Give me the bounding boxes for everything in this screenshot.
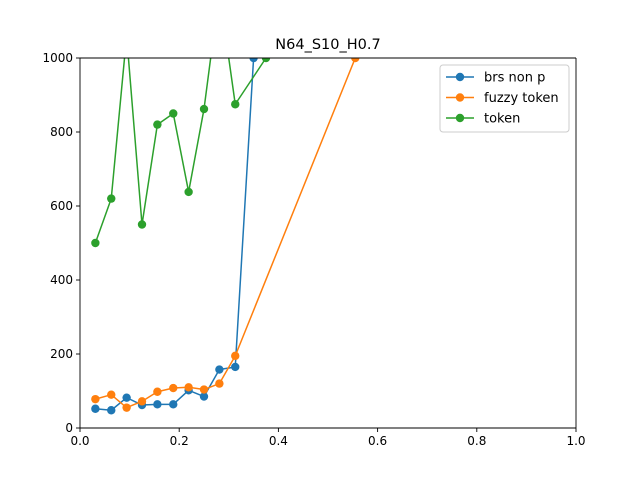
- legend-item: fuzzy token: [446, 91, 559, 106]
- legend-item: brs non p: [446, 71, 545, 86]
- data-point: [107, 406, 116, 415]
- chart-title: N64_S10_H0.7: [275, 37, 380, 53]
- y-tick-label: 600: [50, 199, 73, 213]
- data-point: [261, 58, 271, 63]
- data-point: [122, 32, 130, 40]
- legend-swatch-marker: [455, 113, 465, 123]
- legend-label: fuzzy token: [484, 91, 559, 106]
- data-point: [122, 403, 131, 412]
- data-point: [184, 187, 193, 197]
- data-point: [91, 404, 100, 413]
- data-point: [122, 393, 131, 402]
- x-tick-label: 1.0: [566, 434, 585, 448]
- y-tick-label: 0: [65, 421, 73, 435]
- data-point: [184, 383, 193, 392]
- data-point: [137, 397, 147, 406]
- data-point: [137, 220, 147, 229]
- data-point: [249, 58, 258, 63]
- legend-swatch-marker: [455, 93, 465, 102]
- data-point: [169, 109, 178, 118]
- y-tick-label: 400: [50, 273, 73, 287]
- y-tick-label: 1000: [42, 51, 73, 65]
- legend-box: [439, 64, 570, 133]
- data-point: [169, 383, 178, 393]
- series-token: [91, 32, 271, 248]
- data-point: [169, 400, 178, 409]
- data-point: [107, 194, 116, 203]
- x-tick-label: 0.6: [368, 434, 387, 448]
- series-brs-non-p: [91, 58, 258, 415]
- x-tick-label: 0.4: [269, 434, 288, 448]
- legend: brs non p fuzzy token token: [439, 64, 570, 133]
- x-tick-label: 0.2: [170, 434, 189, 448]
- series-fuzzy-token: [91, 58, 360, 412]
- data-point: [231, 351, 240, 361]
- data-point: [107, 390, 116, 399]
- data-point: [351, 58, 360, 63]
- data-point: [215, 379, 224, 388]
- data-point: [199, 104, 209, 114]
- data-point: [215, 365, 224, 374]
- legend-label: brs non p: [484, 71, 545, 86]
- data-point: [231, 362, 240, 372]
- data-point: [231, 100, 240, 109]
- x-tick-label: 0.8: [467, 434, 486, 448]
- data-point: [153, 120, 162, 129]
- legend-item: token: [446, 112, 520, 127]
- y-tick-label: 800: [50, 125, 73, 139]
- data-point: [91, 394, 100, 404]
- data-point: [199, 385, 209, 394]
- data-point: [199, 392, 209, 401]
- data-point: [91, 238, 100, 248]
- x-tick-label: 0.0: [70, 434, 89, 448]
- data-point: [153, 387, 162, 396]
- legend-swatch-marker: [455, 72, 465, 82]
- data-point: [153, 400, 162, 409]
- legend-label: token: [484, 112, 520, 127]
- y-tick-label: 200: [50, 347, 73, 361]
